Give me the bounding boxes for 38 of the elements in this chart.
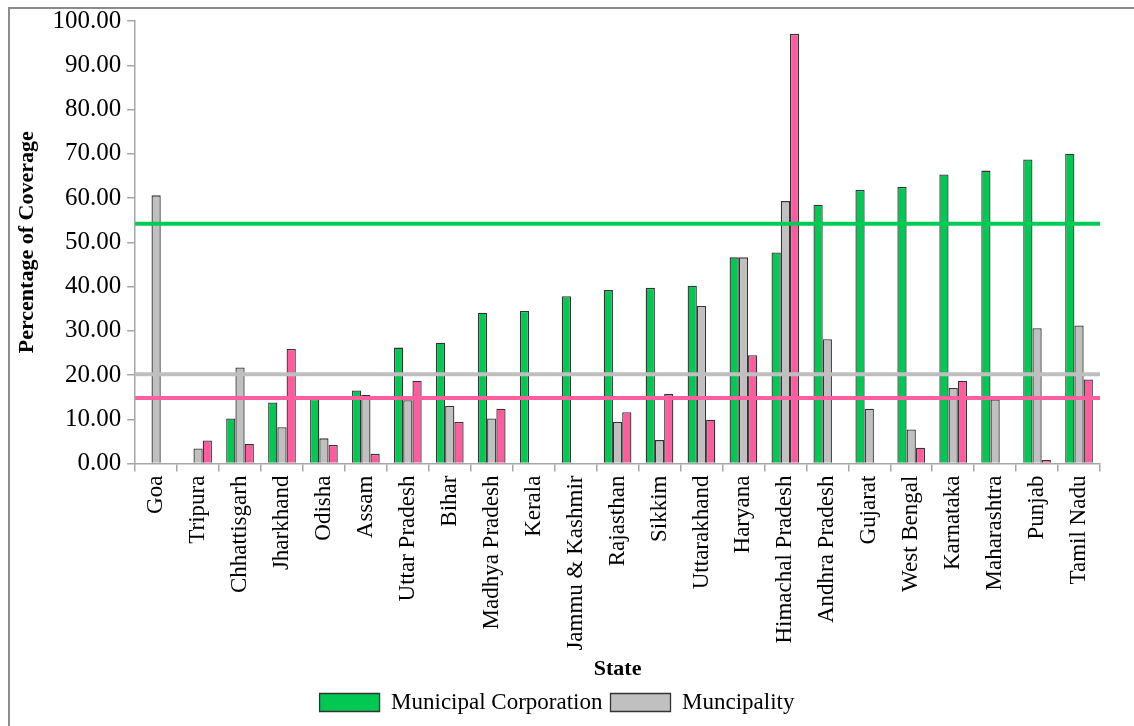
y-axis-title: Percentage of Coverage <box>12 131 38 354</box>
y-tick-label: 60.00 <box>64 182 122 210</box>
x-tick-label: Goa <box>142 475 168 514</box>
x-tick-label: Jammu & Kashmir <box>561 475 587 651</box>
legend-label: Muncipality <box>682 688 795 714</box>
x-tick-label: Bihar <box>435 475 461 527</box>
x-tick-label: Assam <box>351 475 377 539</box>
x-tick-label: Chhattisgarh <box>226 475 252 594</box>
x-tick-label: Andhra Pradesh <box>813 475 839 624</box>
x-tick-label: Punjab <box>1023 475 1049 540</box>
x-tick-label: Uttarakhand <box>687 475 713 590</box>
x-tick-label: Rajasthan <box>603 475 629 567</box>
y-tick-label: 50.00 <box>64 226 122 254</box>
x-tick-label: Jharkhand <box>268 475 294 571</box>
x-tick-label: Gujarat <box>855 474 881 545</box>
y-tick-label: 10.00 <box>64 403 122 431</box>
y-tick-label: 40.00 <box>64 271 122 299</box>
y-tick-label: 0.00 <box>77 448 122 476</box>
x-tick-label: Odisha <box>309 475 335 541</box>
x-tick-label: Madhya Pradesh <box>477 475 503 630</box>
y-tick-label: 30.00 <box>64 315 122 343</box>
x-axis-title: State <box>593 655 642 681</box>
x-tick-label: West Bengal <box>897 475 923 592</box>
legend-label: Municipal Corporation <box>391 688 603 714</box>
x-tick-label: Tripura <box>184 475 210 544</box>
x-tick-label: Uttar Pradesh <box>393 475 419 602</box>
y-tick-label: 70.00 <box>64 138 122 166</box>
x-tick-label: Tamil Nadu <box>1065 475 1091 585</box>
x-tick-label: Kerala <box>519 475 545 537</box>
x-tick-label: Himachal Pradesh <box>771 475 797 644</box>
x-tick-label: Maharashtra <box>981 475 1007 591</box>
y-tick-label: 20.00 <box>64 359 122 387</box>
y-tick-label: 90.00 <box>64 49 122 77</box>
y-tick-label: 80.00 <box>64 94 122 122</box>
x-tick-label: Haryana <box>729 475 755 554</box>
x-tick-label: Sikkim <box>645 475 671 543</box>
y-tick-label: 100.00 <box>52 5 122 33</box>
x-tick-label: Karnataka <box>939 475 965 571</box>
